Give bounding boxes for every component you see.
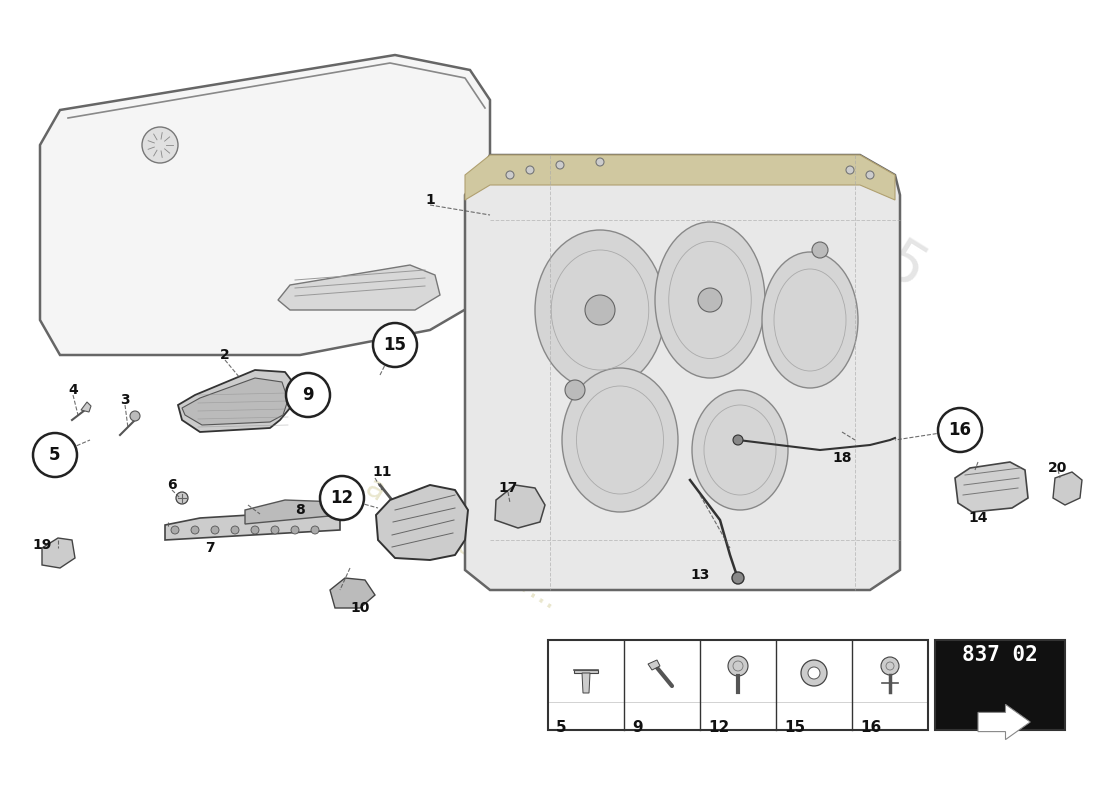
Polygon shape xyxy=(955,462,1028,512)
Text: 16: 16 xyxy=(860,720,881,735)
Polygon shape xyxy=(40,55,490,355)
Circle shape xyxy=(526,166,534,174)
Circle shape xyxy=(733,435,742,445)
Ellipse shape xyxy=(654,222,764,378)
Polygon shape xyxy=(245,500,340,524)
Polygon shape xyxy=(42,538,75,568)
Polygon shape xyxy=(574,670,598,673)
Circle shape xyxy=(728,656,748,676)
Polygon shape xyxy=(182,378,288,425)
Text: 4: 4 xyxy=(68,383,78,397)
Circle shape xyxy=(373,323,417,367)
Polygon shape xyxy=(81,402,91,412)
Polygon shape xyxy=(582,673,590,693)
Text: 10: 10 xyxy=(350,601,370,615)
Ellipse shape xyxy=(762,252,858,388)
Ellipse shape xyxy=(692,390,788,510)
Text: 3: 3 xyxy=(120,393,130,407)
Circle shape xyxy=(286,373,330,417)
Text: 1985: 1985 xyxy=(780,177,936,303)
Circle shape xyxy=(565,380,585,400)
Circle shape xyxy=(311,526,319,534)
Text: 17: 17 xyxy=(498,481,518,495)
Text: 12: 12 xyxy=(708,720,729,735)
Text: 11: 11 xyxy=(372,465,392,479)
Text: 1: 1 xyxy=(425,193,435,207)
Circle shape xyxy=(866,171,874,179)
Circle shape xyxy=(506,171,514,179)
Polygon shape xyxy=(165,512,340,540)
Ellipse shape xyxy=(535,230,666,390)
Text: 2: 2 xyxy=(220,348,230,362)
Text: 14: 14 xyxy=(968,511,988,525)
Text: 9: 9 xyxy=(632,720,642,735)
Text: 15: 15 xyxy=(384,336,407,354)
Circle shape xyxy=(812,242,828,258)
Circle shape xyxy=(585,295,615,325)
Polygon shape xyxy=(495,485,544,528)
Polygon shape xyxy=(1053,472,1082,505)
Polygon shape xyxy=(178,370,295,432)
Circle shape xyxy=(556,161,564,169)
Circle shape xyxy=(231,526,239,534)
Text: 9: 9 xyxy=(302,386,313,404)
Polygon shape xyxy=(978,705,1031,739)
Text: 7: 7 xyxy=(206,541,214,555)
Circle shape xyxy=(596,158,604,166)
Circle shape xyxy=(801,660,827,686)
Polygon shape xyxy=(648,660,660,670)
Circle shape xyxy=(732,572,744,584)
Circle shape xyxy=(211,526,219,534)
Circle shape xyxy=(808,667,820,679)
Circle shape xyxy=(846,166,854,174)
Circle shape xyxy=(142,127,178,163)
Text: 16: 16 xyxy=(948,421,971,439)
Circle shape xyxy=(320,476,364,520)
Text: 8: 8 xyxy=(295,503,305,517)
Polygon shape xyxy=(376,485,468,560)
Circle shape xyxy=(271,526,279,534)
Circle shape xyxy=(881,657,899,675)
Circle shape xyxy=(176,492,188,504)
Text: 18: 18 xyxy=(833,451,851,465)
Polygon shape xyxy=(330,578,375,608)
Polygon shape xyxy=(548,640,928,730)
Text: 13: 13 xyxy=(691,568,710,582)
Ellipse shape xyxy=(562,368,678,512)
Circle shape xyxy=(130,411,140,421)
Circle shape xyxy=(292,526,299,534)
Polygon shape xyxy=(278,265,440,310)
Text: 6: 6 xyxy=(167,478,177,492)
Text: eurospares: eurospares xyxy=(361,106,915,502)
Text: 837 02: 837 02 xyxy=(962,645,1038,665)
Circle shape xyxy=(698,288,722,312)
Text: 15: 15 xyxy=(784,720,805,735)
Text: 5: 5 xyxy=(50,446,60,464)
Text: 12: 12 xyxy=(330,489,353,507)
Circle shape xyxy=(33,433,77,477)
Circle shape xyxy=(170,526,179,534)
Circle shape xyxy=(191,526,199,534)
Circle shape xyxy=(938,408,982,452)
Circle shape xyxy=(251,526,258,534)
Text: a passion for...: a passion for... xyxy=(360,473,564,615)
Text: 20: 20 xyxy=(1048,461,1068,475)
Polygon shape xyxy=(465,155,895,200)
Polygon shape xyxy=(935,640,1065,730)
Text: 19: 19 xyxy=(32,538,52,552)
Text: 5: 5 xyxy=(556,720,566,735)
Polygon shape xyxy=(465,155,900,590)
